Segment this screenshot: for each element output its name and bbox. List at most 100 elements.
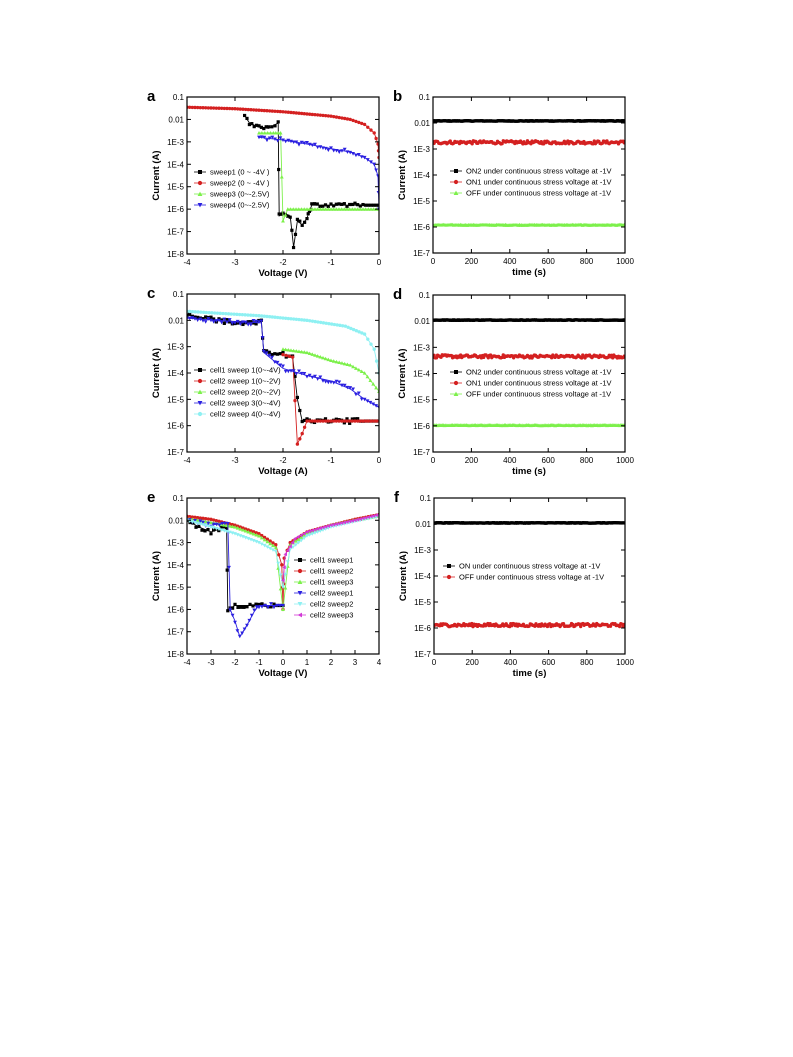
data-point: [355, 517, 360, 522]
legend-marker: [197, 411, 203, 417]
y-axis-label: Current (A): [397, 348, 408, 398]
data-point: [348, 202, 352, 207]
data-point: [288, 207, 293, 211]
data-point: [321, 207, 325, 211]
data-point: [273, 137, 277, 141]
data-point: [203, 529, 207, 533]
data-point: [254, 313, 258, 318]
data-point: [264, 349, 269, 353]
data-point: [353, 207, 357, 211]
data-point: [194, 525, 198, 529]
data-point: [351, 152, 355, 156]
x-tick-label: 1000: [616, 658, 634, 667]
data-point: [323, 203, 328, 207]
x-tick-label: 0: [377, 258, 382, 267]
legend-label: cell2 sweep 2(0~-2V): [210, 388, 281, 397]
data-point: [187, 515, 192, 519]
data-point: [283, 552, 287, 557]
data-point: [254, 531, 259, 535]
y-tick-label: 1E-7: [413, 448, 430, 457]
data-point: [305, 112, 309, 116]
data-point: [622, 622, 625, 627]
data-point: [196, 315, 200, 319]
y-tick-label: 0.1: [419, 93, 431, 102]
data-point: [286, 138, 291, 143]
legend-marker: [447, 564, 451, 568]
y-tick-label: 1E-5: [414, 598, 431, 607]
data-point: [371, 513, 376, 518]
x-tick-label: 0: [281, 658, 286, 667]
data-point: [201, 520, 205, 525]
series-4: [187, 316, 379, 410]
legend-marker: [197, 378, 203, 384]
data-point: [307, 419, 312, 423]
data-point: [279, 174, 284, 179]
y-tick-label: 1E-6: [167, 422, 184, 431]
data-point: [313, 527, 317, 532]
data-point: [270, 135, 275, 140]
data-point: [193, 310, 197, 314]
legend-label: cell2 sweep 4(0~-4V): [210, 410, 281, 419]
y-tick-label: 1E-6: [413, 422, 430, 431]
data-point: [318, 354, 323, 359]
data-point: [259, 131, 264, 135]
data-point: [196, 310, 200, 314]
data-point: [342, 147, 347, 152]
data-point: [265, 539, 270, 544]
panel-label: e: [147, 489, 155, 506]
data-point: [201, 317, 205, 321]
data-point: [307, 209, 311, 214]
data-point: [243, 320, 248, 325]
data-point: [354, 119, 358, 124]
data-point: [343, 324, 348, 328]
data-point: [329, 380, 333, 385]
data-point: [270, 355, 274, 360]
data-point: [300, 223, 304, 227]
data-point: [257, 135, 261, 140]
data-point: [321, 525, 325, 530]
data-point: [340, 324, 345, 328]
data-point: [262, 314, 267, 318]
legend-label: ON2 under continuous stress voltage at -…: [466, 368, 612, 377]
data-point: [348, 117, 352, 122]
data-point: [315, 419, 320, 423]
data-point: [310, 352, 315, 356]
data-point: [372, 347, 376, 351]
data-point: [334, 417, 338, 421]
data-point: [291, 111, 296, 115]
data-point: [331, 381, 336, 385]
data-point: [366, 515, 370, 520]
data-point: [347, 419, 352, 423]
data-point: [302, 350, 307, 354]
y-tick-label: 1E-8: [167, 250, 184, 259]
data-point: [321, 419, 325, 423]
data-point: [329, 419, 333, 423]
data-point: [281, 603, 285, 608]
data-point: [305, 350, 309, 355]
y-tick-label: 0.1: [419, 291, 431, 300]
data-point: [222, 525, 226, 529]
series-4: [187, 518, 285, 639]
y-tick-label: 1E-6: [167, 605, 184, 614]
data-point: [233, 107, 237, 111]
data-point: [323, 146, 328, 151]
data-point: [257, 532, 261, 536]
data-point: [293, 398, 297, 403]
data-point: [345, 520, 349, 524]
data-point: [323, 356, 328, 361]
data-point: [318, 204, 322, 208]
data-point: [214, 106, 219, 110]
data-point: [313, 207, 317, 211]
y-tick-label: 1E-4: [414, 572, 431, 581]
data-point: [206, 527, 210, 532]
data-point: [209, 532, 213, 536]
data-point: [289, 139, 293, 144]
legend-marker: [453, 190, 459, 195]
x-tick-label: 400: [504, 658, 518, 667]
x-tick-label: 800: [580, 456, 594, 465]
data-point: [351, 118, 355, 123]
data-point: [204, 315, 208, 319]
data-point: [278, 586, 283, 591]
data-point: [622, 222, 625, 227]
data-point: [369, 203, 373, 207]
